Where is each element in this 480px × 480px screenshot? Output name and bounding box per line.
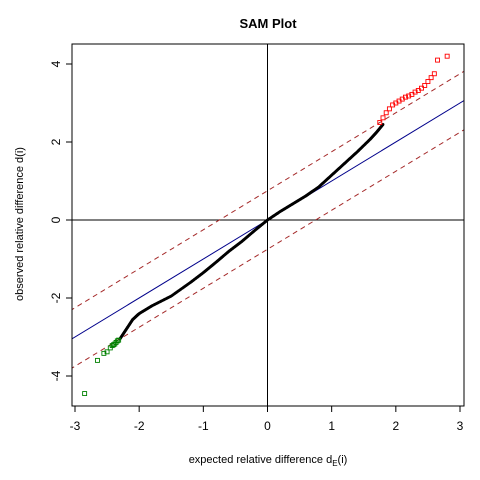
significant-negative-point-10 [116,337,122,343]
y-axis-label: observed relative difference d(i) [14,147,26,301]
significant-positive-point-14 [422,82,428,88]
significant-positive-point-18 [435,57,440,63]
significant-positive-point-2 [383,110,389,116]
y-tick-label-2: 0 [49,216,63,223]
significant-negative-point-1 [95,357,100,363]
significant-negative-point-0 [82,391,88,396]
y-tick-label-1: -2 [49,292,63,303]
x-tick-label-0: -3 [70,419,81,433]
significant-negative-point-9 [114,338,120,344]
significant-positive-point-17 [431,71,437,77]
y-tick-label-0: -4 [49,370,63,381]
x-axis-label: expected relative difference dE(i) [189,454,348,468]
nonsignificant-point-528 [381,123,385,126]
significant-positive-point-15 [425,79,431,85]
x-tick-label-4: 1 [328,419,335,433]
significant-positive-point-8 [403,94,408,100]
chart-title: SAM Plot [239,16,297,31]
upper-delta-line [72,70,464,311]
plot-clip-group [72,44,464,406]
x-tick-label-2: -1 [198,419,209,433]
plot-area: -3 -2 -1 0 1 2 3 -4 -2 0 2 4 [49,43,465,433]
significant-positive-point-3 [386,106,392,112]
x-tick-label-5: 2 [392,419,399,433]
x-tick-label-1: -2 [134,419,145,433]
significant-positive-point-1 [380,115,386,121]
significant-positive-point-0 [377,120,383,125]
significant-negative-point-3 [104,349,110,355]
significant-positive-point-16 [428,75,434,81]
y-tick-label-3: 2 [49,138,63,145]
lower-delta-line [72,129,464,369]
y-tick-label-4: 4 [49,60,63,67]
significant-positive-point-13 [419,85,424,91]
x-tick-label-6: 3 [457,419,464,433]
x-tick-label-3: 0 [264,419,271,433]
significant-positive-point-19 [444,53,450,59]
